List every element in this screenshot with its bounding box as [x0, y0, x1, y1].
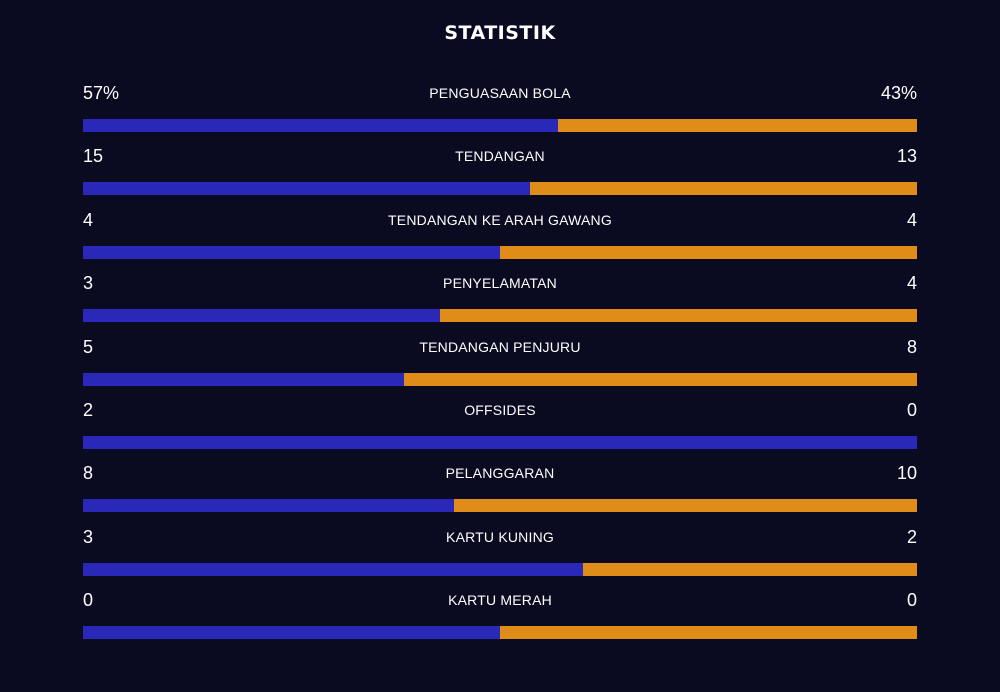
home-value: 15 [83, 146, 104, 167]
away-value: 10 [896, 463, 917, 484]
stat-row-yellow-cards: 3 KARTU KUNING 2 [83, 524, 917, 587]
comparison-bar [83, 309, 917, 323]
stat-label: OFFSIDES [464, 401, 536, 418]
stat-label: TENDANGAN PENJURU [419, 338, 581, 355]
away-value: 2 [906, 526, 917, 547]
away-value: 8 [906, 336, 917, 357]
comparison-bar [83, 562, 917, 576]
stat-row-fouls: 8 PELANGGARAN 10 [83, 460, 917, 523]
comparison-bar [83, 245, 917, 259]
home-bar-fill [83, 182, 530, 196]
away-value: 4 [906, 209, 917, 230]
stat-label: KARTU KUNING [446, 528, 554, 545]
stat-label: PELANGGARAN [445, 465, 555, 482]
away-value: 0 [906, 590, 917, 611]
home-bar-fill [83, 372, 404, 386]
stat-row-corners: 5 TENDANGAN PENJURU 8 [83, 334, 917, 397]
comparison-bar [83, 499, 917, 513]
stat-label: KARTU MERAH [448, 592, 552, 609]
home-value: 57% [83, 83, 120, 103]
home-bar-fill [83, 245, 500, 259]
stat-label: TENDANGAN KE ARAH GAWANG [388, 211, 612, 228]
home-bar-fill [83, 626, 500, 640]
away-value: 0 [906, 399, 917, 420]
home-bar-fill [83, 562, 584, 576]
stat-row-shots-on-target: 4 TENDANGAN KE ARAH GAWANG 4 [83, 207, 917, 270]
stat-label: PENYELAMATAN [443, 275, 557, 292]
comparison-bar [83, 182, 917, 196]
away-value: 43% [880, 83, 917, 103]
home-value: 4 [83, 209, 94, 230]
home-bar-fill [83, 499, 454, 513]
home-value: 8 [83, 463, 94, 484]
home-value: 0 [83, 590, 94, 611]
stat-row-offsides: 2 OFFSIDES 0 [83, 397, 917, 460]
home-value: 3 [83, 273, 94, 294]
comparison-bar [83, 435, 917, 449]
stat-row-shots: 15 TENDANGAN 13 [83, 143, 917, 206]
home-bar-fill [83, 309, 441, 323]
comparison-bar [83, 119, 917, 132]
stat-row-possession: 57% PENGUASAAN BOLA 43% [83, 80, 917, 143]
away-value: 13 [896, 146, 917, 167]
comparison-bar [83, 372, 917, 386]
panel-title: STATISTIK [444, 22, 556, 44]
home-value: 2 [83, 399, 94, 420]
home-bar-fill [83, 119, 559, 132]
stat-label: PENGUASAAN BOLA [429, 85, 571, 101]
home-value: 5 [83, 336, 94, 357]
away-value: 4 [906, 273, 917, 294]
stat-row-red-cards: 0 KARTU MERAH 0 [83, 587, 917, 650]
stat-label: TENDANGAN [455, 148, 545, 165]
comparison-bar [83, 626, 917, 640]
home-value: 3 [83, 526, 94, 547]
stat-row-saves: 3 PENYELAMATAN 4 [83, 270, 917, 333]
home-bar-fill [83, 435, 917, 449]
stats-list: 57% PENGUASAAN BOLA 43% 15 TENDANGAN 13 … [83, 80, 917, 651]
